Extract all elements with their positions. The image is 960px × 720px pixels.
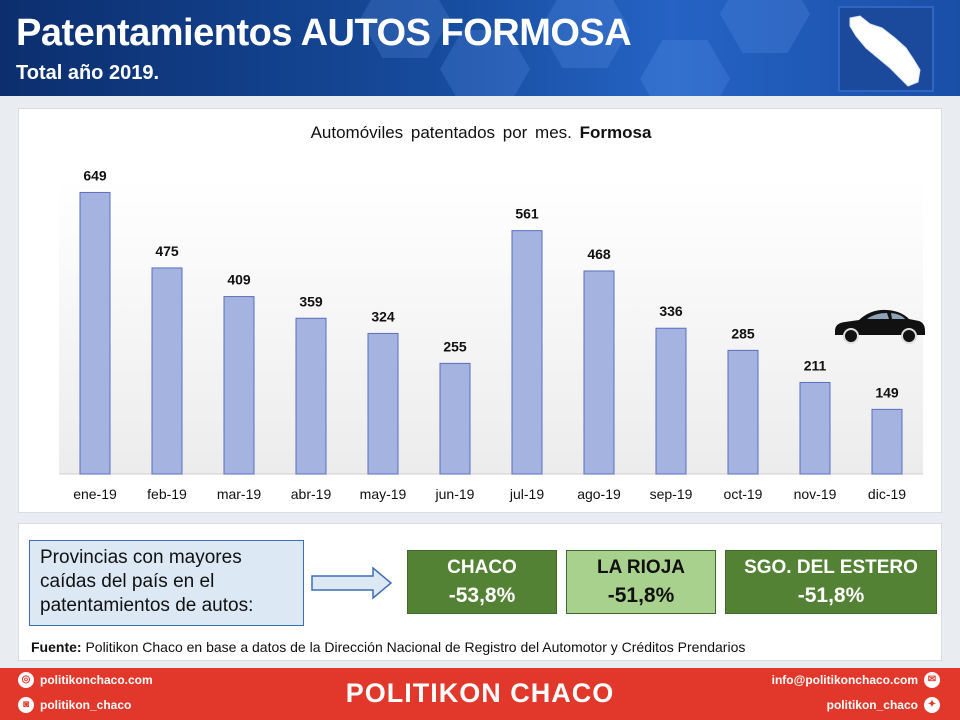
bar-chart: 649 ene-19 475 feb-19 409 mar-19 359 abr-19 324 m… [59,167,923,502]
bar-may-19 [367,332,399,475]
bar-mar-19 [223,296,255,475]
x-tick-label: jul-19 [509,486,544,502]
data-label: 409 [227,272,251,288]
data-label: 285 [731,325,755,341]
province-value: -51,8% [607,584,675,607]
header: Patentamientos AUTOS FORMOSA Total año 2… [0,0,960,96]
data-label: 324 [371,308,395,324]
x-tick-label: ene-19 [73,486,117,502]
summary-panel: Provincias con mayores caídas del país e… [18,523,942,661]
bar-feb-19 [151,267,183,475]
note-box: Provincias con mayores caídas del país e… [29,540,304,626]
x-tick-label: jun-19 [435,486,475,502]
data-label: 255 [443,338,467,354]
bar-oct-19 [727,349,759,475]
province-box-la-rioja: LA RIOJA -51,8% [566,550,716,614]
bar-abr-19 [295,317,327,475]
province-box-chaco: CHACO -53,8% [407,550,557,614]
formosa-map-icon [838,6,934,92]
data-label: 359 [299,293,323,309]
arrow-right-icon [311,566,393,600]
source-text: Politikon Chaco en base a datos de la Di… [81,639,746,655]
x-tick-label: oct-19 [724,486,763,502]
page-subtitle: Total año 2019. [16,62,160,84]
data-label: 149 [875,384,899,400]
footer-instagram[interactable]: ◙ politikon_chaco [18,697,131,713]
bar-ago-19 [583,270,615,475]
chart-title-province: Formosa [579,123,652,142]
footer-email[interactable]: info@politikonchaco.com ✉ [772,672,940,688]
data-label: 468 [587,246,611,262]
data-label: 561 [515,206,539,222]
chart-title-text: Automóviles patentados por mes. [310,123,572,142]
province-name: SGO. DEL ESTERO [744,557,918,578]
x-tick-label: sep-19 [650,486,693,502]
x-tick-label: mar-19 [217,486,262,502]
footer-web[interactable]: ◎ politikonchaco.com [18,672,153,688]
hex-decoration [720,0,810,53]
car-icon [835,309,925,344]
province-value: -53,8% [448,584,516,607]
x-tick-label: dic-19 [868,486,906,502]
source-note: Fuente: Politikon Chaco en base a datos … [31,639,745,655]
page-title: Patentamientos AUTOS FORMOSA [16,12,632,54]
bar-nov-19 [799,381,831,475]
instagram-icon: ◙ [18,697,34,713]
hex-decoration [640,40,730,96]
province-value: -51,8% [797,584,865,607]
chart-title: Automóviles patentados por mes. Formosa [19,123,943,143]
bar-sep-19 [655,327,687,475]
data-label: 475 [155,243,179,259]
province-name: CHACO [447,557,517,578]
footer-instagram-text: politikon_chaco [40,698,132,712]
x-tick-label: ago-19 [577,486,621,502]
x-tick-label: may-19 [360,486,407,502]
bar-ene-19 [79,191,111,475]
footer: ◎ politikonchaco.com ◙ politikon_chaco P… [0,668,960,720]
data-label: 336 [659,303,683,319]
chart-panel: Automóviles patentados por mes. Formosa … [18,108,942,513]
province-box-sgo-del-estero: SGO. DEL ESTERO -51,8% [725,550,937,614]
data-label: 649 [83,167,107,183]
footer-twitter[interactable]: politikon_chaco ✦ [827,697,940,713]
x-tick-label: abr-19 [291,486,332,502]
mail-icon: ✉ [924,672,940,688]
x-tick-label: feb-19 [147,486,187,502]
globe-icon: ◎ [18,672,34,688]
plot-area [59,179,923,474]
footer-twitter-text: politikon_chaco [826,698,918,712]
bar-jun-19 [439,362,471,475]
twitter-icon: ✦ [924,697,940,713]
data-label: 211 [804,357,827,373]
province-name: LA RIOJA [597,557,685,578]
source-label: Fuente: [31,639,82,655]
bar-jul-19 [511,230,543,475]
footer-web-text: politikonchaco.com [40,673,153,687]
footer-brand: POLITIKON CHACO [345,678,615,708]
bar-dic-19 [871,408,903,475]
footer-email-text: info@politikonchaco.com [771,673,918,687]
x-tick-label: nov-19 [794,486,837,502]
